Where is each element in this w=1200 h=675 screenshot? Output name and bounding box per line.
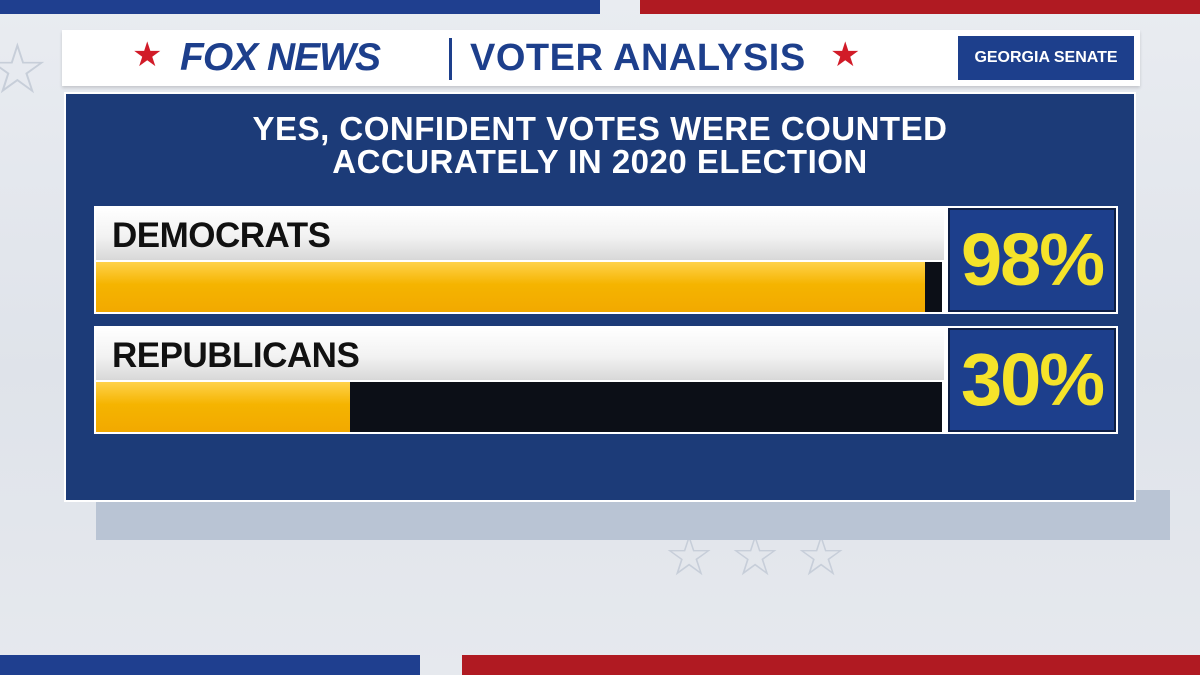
race-badge: GEORGIA SENATE	[958, 36, 1134, 80]
chart-title-line-1: YES, CONFIDENT VOTES WERE COUNTED	[252, 110, 948, 147]
top-blue-stripe	[0, 0, 600, 14]
chart-title: YES, CONFIDENT VOTES WERE COUNTED ACCURA…	[66, 112, 1134, 178]
bar-row-republicans: REPUBLICANS 30%	[94, 326, 1118, 434]
top-red-stripe	[640, 0, 1200, 14]
bar-label-area: REPUBLICANS	[96, 328, 944, 380]
chart-panel: YES, CONFIDENT VOTES WERE COUNTED ACCURA…	[64, 92, 1136, 502]
bar-track	[96, 262, 942, 312]
category-label: REPUBLICANS	[112, 336, 360, 375]
red-star-icon: ★	[132, 36, 163, 74]
bar-democrats	[96, 262, 926, 312]
bar-row-democrats: DEMOCRATS 98%	[94, 206, 1118, 314]
chart-title-line-2: ACCURATELY IN 2020 ELECTION	[332, 143, 868, 180]
header-divider	[449, 38, 452, 80]
bar-label-area: DEMOCRATS	[96, 208, 944, 260]
decorative-star-icon: ☆	[0, 30, 49, 108]
bottom-blue-stripe	[0, 655, 420, 675]
data-label: 30%	[960, 338, 1105, 421]
fox-news-logo: FOX NEWS	[180, 36, 381, 79]
value-box: 98%	[948, 208, 1116, 312]
bar-track	[96, 382, 942, 432]
header-title: VOTER ANALYSIS	[470, 37, 806, 79]
data-label: 98%	[960, 218, 1105, 301]
value-box: 30%	[948, 328, 1116, 432]
header-bar: ★ FOX NEWS VOTER ANALYSIS ★ GEORGIA SENA…	[62, 30, 1140, 86]
category-label: DEMOCRATS	[112, 216, 331, 255]
bar-republicans	[96, 382, 350, 432]
bottom-red-stripe	[462, 655, 1200, 675]
red-star-icon: ★	[830, 36, 861, 74]
